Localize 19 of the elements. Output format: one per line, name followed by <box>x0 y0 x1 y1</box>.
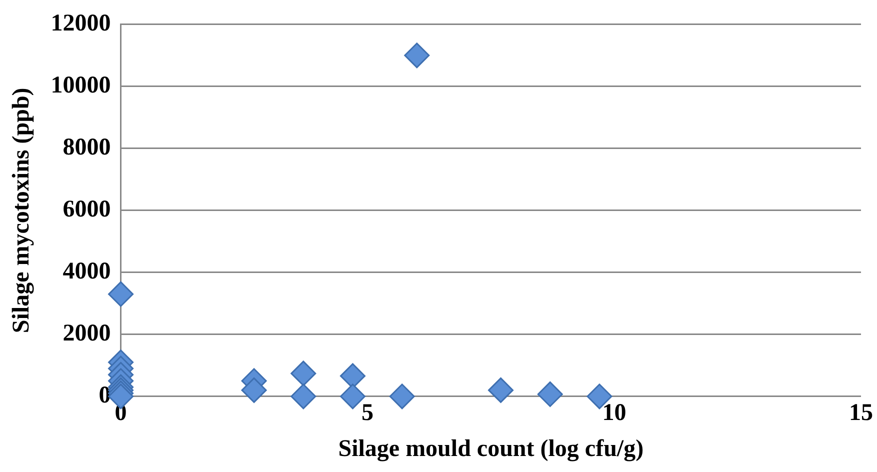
point <box>537 381 563 407</box>
y-tick-label: 12000 <box>50 10 111 37</box>
point <box>241 377 267 403</box>
x-tick-label: 10 <box>602 400 626 426</box>
x-axis-title: Silage mould count (log cfu/g) <box>338 436 644 462</box>
y-tick-label: 2000 <box>62 320 111 347</box>
point <box>488 377 514 403</box>
point <box>389 384 415 410</box>
point <box>290 384 316 410</box>
x-tick-label: 15 <box>849 400 873 426</box>
y-axis-title: Silage mycotoxins (ppb) <box>8 88 35 334</box>
y-tick-label: 10000 <box>50 72 111 99</box>
point <box>404 42 430 68</box>
y-tick-label: 8000 <box>62 134 111 161</box>
y-tick-label: 6000 <box>62 196 111 223</box>
point <box>108 281 134 307</box>
point <box>290 360 316 386</box>
y-tick-label: 4000 <box>62 258 111 285</box>
x-tick-label: 5 <box>362 400 374 426</box>
